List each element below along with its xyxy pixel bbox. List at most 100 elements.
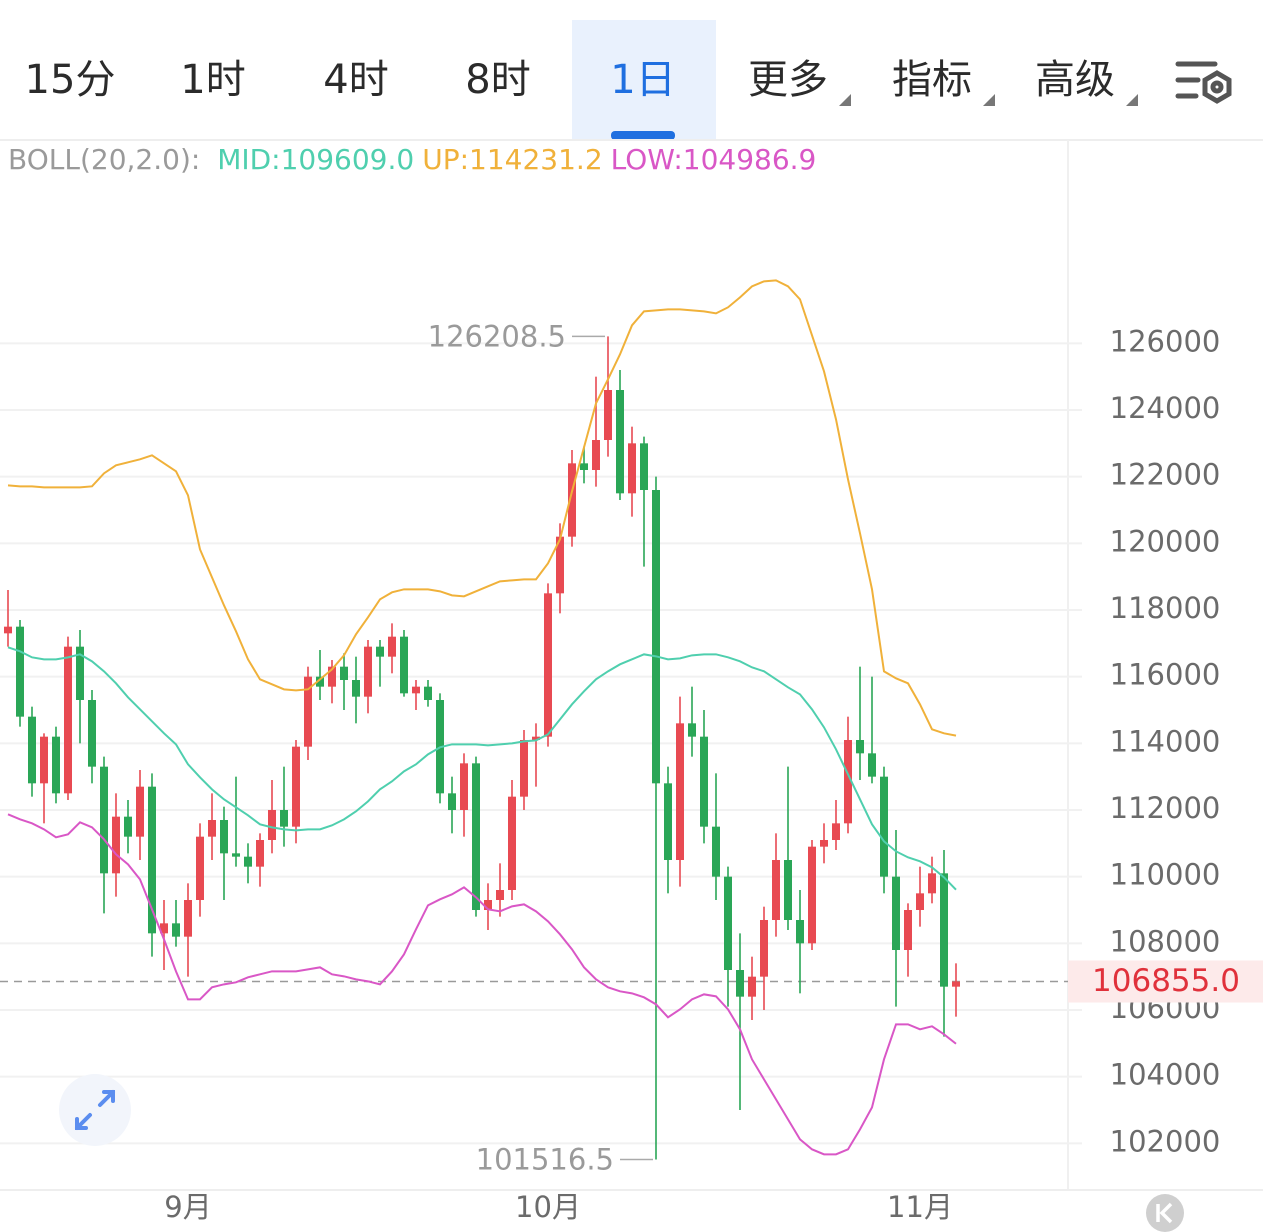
- scroll-latest-icon: [1156, 1202, 1173, 1224]
- candle-body: [304, 676, 312, 747]
- candle-body: [340, 666, 348, 680]
- tab[interactable]: 15分: [25, 57, 116, 103]
- candle-body: [52, 736, 60, 794]
- candle-body: [832, 823, 840, 840]
- candle-body: [40, 736, 48, 784]
- candle-body: [208, 820, 216, 837]
- tab[interactable]: 8时: [465, 57, 530, 103]
- dropdown-caret: [1126, 94, 1138, 106]
- candle-body: [676, 723, 684, 860]
- legend-entry: UP:114231.2: [422, 143, 602, 176]
- band-line: [7, 279, 957, 737]
- candle-body: [64, 646, 72, 794]
- scroll-latest-button[interactable]: [1146, 1194, 1184, 1232]
- expand-button-bg: [59, 1074, 131, 1146]
- candle-body: [328, 666, 336, 687]
- candle-body: [904, 910, 912, 950]
- scroll-latest-bg: [1146, 1194, 1184, 1232]
- candle-body: [160, 923, 168, 934]
- tab[interactable]: 高级: [1035, 57, 1115, 103]
- candle-body: [220, 820, 228, 854]
- candle-body: [544, 593, 552, 737]
- candle-body: [352, 680, 360, 697]
- candle-body: [472, 763, 480, 910]
- candle-body: [928, 873, 936, 894]
- candle-body: [700, 736, 708, 827]
- settings-icon[interactable]: [1175, 61, 1232, 104]
- candle-body: [232, 853, 240, 857]
- tab[interactable]: 指标: [892, 57, 972, 103]
- candle-body: [424, 686, 432, 700]
- candle-body: [940, 873, 948, 987]
- indicator-label: BOLL(20,2.0):: [8, 143, 200, 176]
- candle-body: [388, 636, 396, 657]
- candle-body: [148, 786, 156, 934]
- legend-entry: MID:109609.0: [217, 143, 414, 176]
- candle-body: [520, 740, 528, 797]
- expand-icon: [75, 1090, 115, 1130]
- candle-body: [748, 976, 756, 997]
- y-tick-label: 116000: [1110, 658, 1221, 692]
- x-tick-label: 10月: [515, 1190, 581, 1224]
- selected-tab-indicator: [611, 131, 675, 140]
- tab[interactable]: 1日: [610, 57, 675, 103]
- candle-body: [592, 440, 600, 470]
- candle-body: [688, 723, 696, 737]
- candle-body: [28, 716, 36, 784]
- settings-icon-hub: [1210, 80, 1224, 94]
- candle-body: [496, 890, 504, 900]
- candle-body: [556, 536, 564, 594]
- candle-body: [196, 836, 204, 900]
- candle-body: [604, 390, 612, 440]
- candle-body: [16, 626, 24, 717]
- extreme-marker-label: 101516.5: [476, 1142, 614, 1176]
- candle-body: [868, 753, 876, 777]
- candle-body: [712, 826, 720, 877]
- candle-body: [184, 900, 192, 937]
- candle-body: [448, 793, 456, 810]
- candle-body: [640, 443, 648, 490]
- candle-body: [916, 893, 924, 910]
- candle-body: [652, 490, 660, 784]
- dropdown-caret: [839, 94, 851, 106]
- candle-body: [100, 766, 108, 874]
- candle-body: [796, 920, 804, 944]
- candle-body: [736, 970, 744, 997]
- y-tick-label: 104000: [1110, 1058, 1221, 1092]
- candle-body: [412, 686, 420, 694]
- settings-icon-gear: [1202, 70, 1232, 104]
- candle-body: [172, 923, 180, 937]
- candle-body: [772, 860, 780, 920]
- y-tick-label: 114000: [1110, 724, 1221, 758]
- dropdown-caret: [983, 94, 995, 106]
- candle-body: [316, 676, 324, 687]
- candle-body: [952, 981, 960, 987]
- candle-body: [856, 740, 864, 754]
- candle-body: [784, 860, 792, 920]
- candle-body: [508, 796, 516, 890]
- candle-body: [136, 786, 144, 837]
- candle-body: [376, 646, 384, 657]
- candle-body: [616, 390, 624, 494]
- candle-body: [364, 646, 372, 697]
- tab[interactable]: 1时: [180, 57, 245, 103]
- candle-body: [280, 810, 288, 827]
- candle-body: [568, 463, 576, 537]
- candle-body: [760, 920, 768, 977]
- candle-body: [820, 840, 828, 847]
- expand-button[interactable]: [59, 1074, 131, 1146]
- tab[interactable]: 4时: [323, 57, 388, 103]
- candle-body: [268, 810, 276, 840]
- tab[interactable]: 更多: [748, 57, 828, 103]
- candle-body: [532, 736, 540, 740]
- candle-body: [88, 700, 96, 767]
- candle-body: [580, 463, 588, 470]
- candle-body: [460, 763, 468, 810]
- y-tick-label: 120000: [1110, 524, 1221, 558]
- band-line: [7, 646, 957, 891]
- y-tick-label: 110000: [1110, 858, 1221, 892]
- candle-body: [808, 846, 816, 944]
- y-tick-label: 126000: [1110, 324, 1221, 358]
